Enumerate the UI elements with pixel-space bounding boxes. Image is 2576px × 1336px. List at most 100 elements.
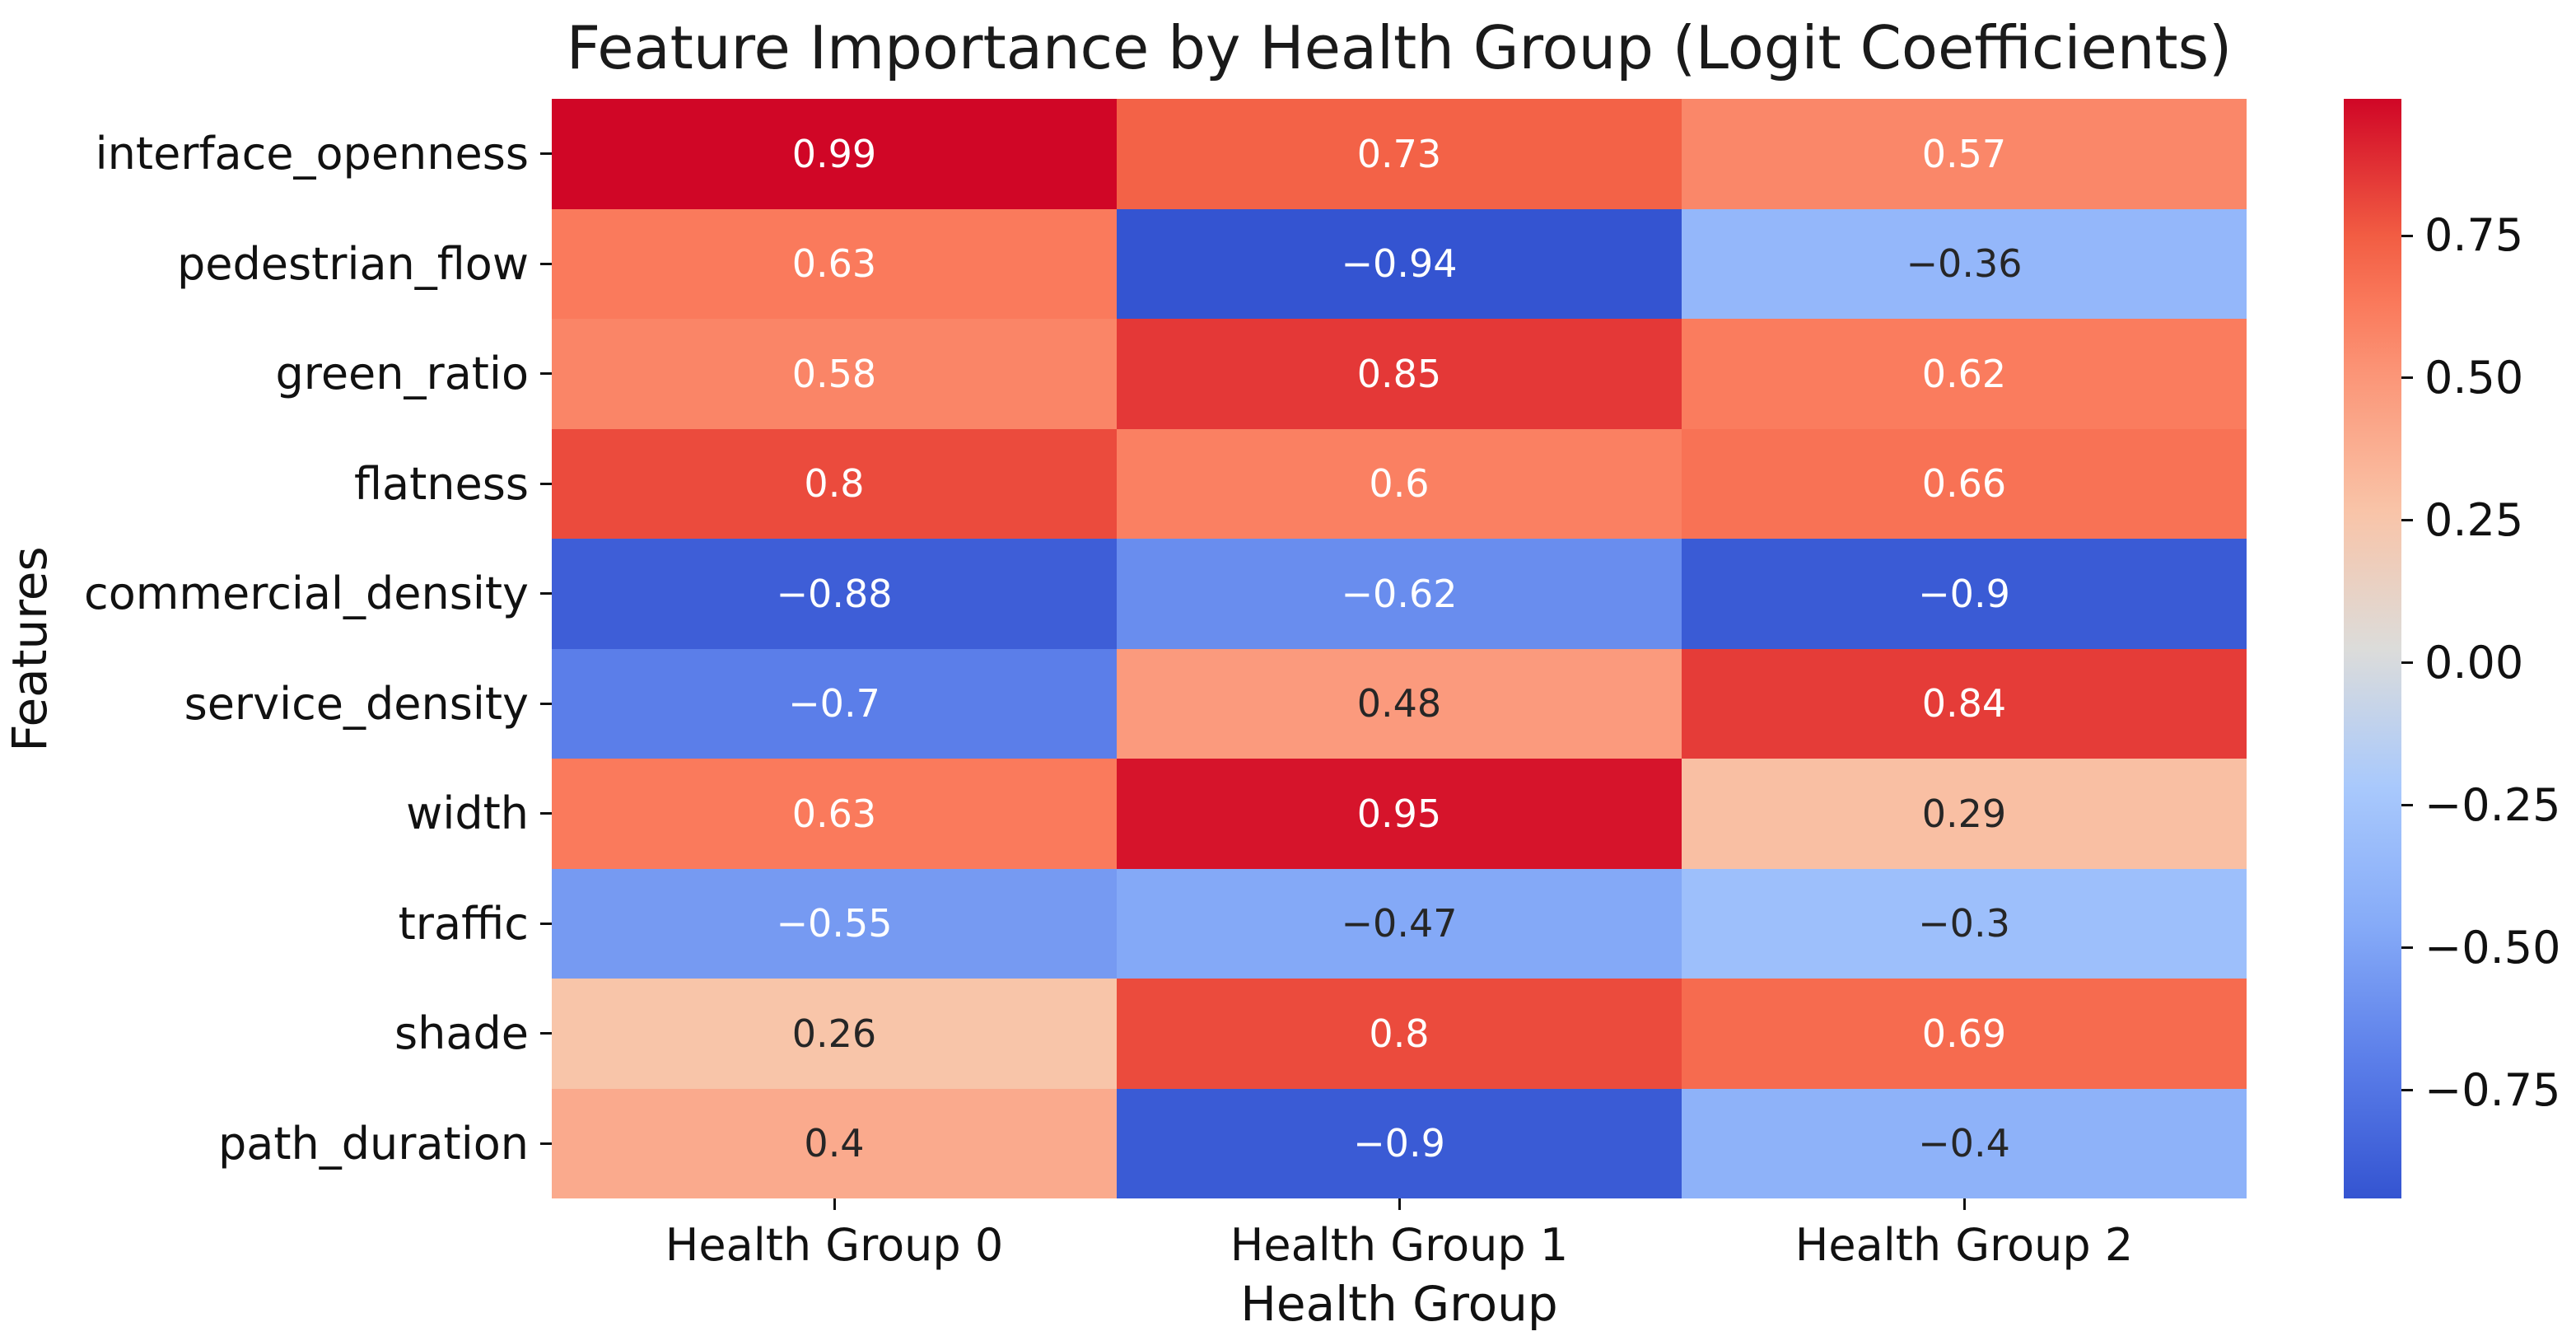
x-tick-label: Health Group 1 bbox=[1230, 1219, 1569, 1271]
x-tick-label: Health Group 2 bbox=[1794, 1219, 2134, 1271]
heatmap-cell: 0.66 bbox=[1682, 428, 2247, 539]
y-tick-mark bbox=[540, 262, 552, 265]
y-tick-mark bbox=[540, 152, 552, 156]
cell-value: −0.9 bbox=[1353, 1121, 1445, 1166]
y-tick-mark bbox=[540, 922, 552, 925]
cell-value: 0.8 bbox=[1369, 1011, 1430, 1056]
y-tick-labels: interface_openness pedestrian_flow green_r… bbox=[0, 99, 529, 1198]
colorbar-tick-mark bbox=[2401, 804, 2413, 807]
cell-value: 0.63 bbox=[791, 791, 877, 836]
heatmap-cell: −0.3 bbox=[1682, 868, 2247, 979]
colorbar-tick-label: 0.50 bbox=[2424, 351, 2524, 404]
cell-value: 0.29 bbox=[1921, 791, 2007, 836]
heatmap-cell: 0.26 bbox=[552, 979, 1117, 1089]
y-tick-label: shade bbox=[394, 1007, 529, 1060]
cell-value: 0.8 bbox=[804, 461, 865, 507]
colorbar-tick-label: 0.75 bbox=[2424, 209, 2524, 261]
colorbar-tick-mark bbox=[2401, 946, 2413, 950]
y-tick-label: pedestrian_flow bbox=[176, 237, 529, 290]
x-tick-mark bbox=[833, 1198, 836, 1210]
cell-value: −0.7 bbox=[788, 681, 880, 726]
colorbar-tick-label: 0.00 bbox=[2424, 636, 2524, 689]
y-tick-mark bbox=[540, 592, 552, 596]
x-tick-mark bbox=[1962, 1198, 1966, 1210]
cell-value: 0.63 bbox=[791, 241, 877, 287]
y-tick-label: width bbox=[406, 787, 529, 840]
heatmap-cell: −0.7 bbox=[552, 648, 1117, 759]
y-tick-label: interface_openness bbox=[95, 128, 529, 180]
colorbar-tick-mark bbox=[2401, 1089, 2413, 1092]
cell-value: −0.47 bbox=[1341, 901, 1458, 946]
y-tick-label: flatness bbox=[354, 457, 529, 510]
cell-value: 0.57 bbox=[1921, 131, 2007, 176]
x-tick-labels: Health Group 0 Health Group 1 Health Group… bbox=[552, 1217, 2247, 1274]
heatmap-cell: −0.9 bbox=[1682, 539, 2247, 649]
y-tick-mark bbox=[540, 372, 552, 376]
cell-value: 0.4 bbox=[804, 1121, 865, 1166]
colorbar-tick-mark bbox=[2401, 519, 2413, 522]
cell-value: 0.99 bbox=[791, 131, 877, 176]
heatmap-cell: 0.85 bbox=[1117, 319, 1682, 429]
heatmap-cell: 0.8 bbox=[1117, 979, 1682, 1089]
x-tick-mark bbox=[1398, 1198, 1401, 1210]
colorbar-tick-mark bbox=[2401, 661, 2413, 665]
cell-value: −0.9 bbox=[1918, 571, 2010, 616]
cell-value: −0.3 bbox=[1918, 901, 2010, 946]
colorbar-tick-mark bbox=[2401, 376, 2413, 380]
colorbar-tick-mark bbox=[2401, 234, 2413, 237]
cell-value: −0.88 bbox=[776, 571, 893, 616]
cell-value: 0.6 bbox=[1369, 461, 1430, 507]
x-axis-label: Health Group bbox=[1240, 1276, 1558, 1332]
heatmap-cell: −0.62 bbox=[1117, 539, 1682, 649]
heatmap-cell: 0.63 bbox=[552, 208, 1117, 319]
heatmap-cell: −0.4 bbox=[1682, 1088, 2247, 1198]
y-tick-mark bbox=[540, 702, 552, 705]
colorbar bbox=[2344, 99, 2401, 1198]
heatmap-cell: 0.6 bbox=[1117, 428, 1682, 539]
y-tick-mark bbox=[540, 1032, 552, 1035]
heatmap-cell: 0.57 bbox=[1682, 99, 2247, 209]
y-tick-mark bbox=[540, 812, 552, 815]
heatmap-cell: 0.48 bbox=[1117, 648, 1682, 759]
heatmap: 0.99 0.73 0.57 0.63 −0.94 −0.36 0.58 0.85 0.62 0.… bbox=[552, 99, 2247, 1198]
heatmap-cell: 0.29 bbox=[1682, 759, 2247, 869]
heatmap-cell: −0.94 bbox=[1117, 208, 1682, 319]
cell-value: −0.4 bbox=[1918, 1121, 2010, 1166]
colorbar-tick-label: −0.75 bbox=[2424, 1063, 2561, 1116]
heatmap-cell: 0.84 bbox=[1682, 648, 2247, 759]
y-tick-label: commercial_density bbox=[84, 568, 529, 620]
cell-value: 0.84 bbox=[1921, 681, 2007, 726]
cell-value: 0.66 bbox=[1921, 461, 2007, 507]
cell-value: 0.48 bbox=[1356, 681, 1442, 726]
y-tick-label: service_density bbox=[184, 677, 529, 730]
cell-value: 0.73 bbox=[1356, 131, 1442, 176]
heatmap-cell: −0.88 bbox=[552, 539, 1117, 649]
cell-value: 0.62 bbox=[1921, 351, 2007, 396]
heatmap-cell: 0.62 bbox=[1682, 319, 2247, 429]
heatmap-cell: 0.58 bbox=[552, 319, 1117, 429]
heatmap-cell: −0.9 bbox=[1117, 1088, 1682, 1198]
cell-value: −0.62 bbox=[1341, 571, 1458, 616]
heatmap-cell: 0.99 bbox=[552, 99, 1117, 209]
cell-value: 0.58 bbox=[791, 351, 877, 396]
y-tick-mark bbox=[540, 1142, 552, 1145]
heatmap-cell: 0.73 bbox=[1117, 99, 1682, 209]
y-tick-label: green_ratio bbox=[275, 348, 529, 400]
colorbar-tick-label: 0.25 bbox=[2424, 493, 2524, 546]
colorbar-tick-label: −0.50 bbox=[2424, 921, 2561, 974]
cell-value: −0.55 bbox=[776, 901, 893, 946]
cell-value: 0.26 bbox=[791, 1011, 877, 1056]
heatmap-cell: −0.47 bbox=[1117, 868, 1682, 979]
heatmap-cell: 0.63 bbox=[552, 759, 1117, 869]
y-tick-label: traffic bbox=[398, 897, 529, 950]
y-tick-mark bbox=[540, 482, 552, 485]
colorbar-tick-label: −0.25 bbox=[2424, 778, 2561, 831]
chart-title: Feature Importance by Health Group (Logi… bbox=[566, 13, 2233, 82]
heatmap-cell: −0.36 bbox=[1682, 208, 2247, 319]
heatmap-cell: −0.55 bbox=[552, 868, 1117, 979]
heatmap-cell: 0.4 bbox=[552, 1088, 1117, 1198]
heatmap-cell: 0.8 bbox=[552, 428, 1117, 539]
x-tick-label: Health Group 0 bbox=[665, 1219, 1004, 1271]
cell-value: 0.85 bbox=[1356, 351, 1442, 396]
